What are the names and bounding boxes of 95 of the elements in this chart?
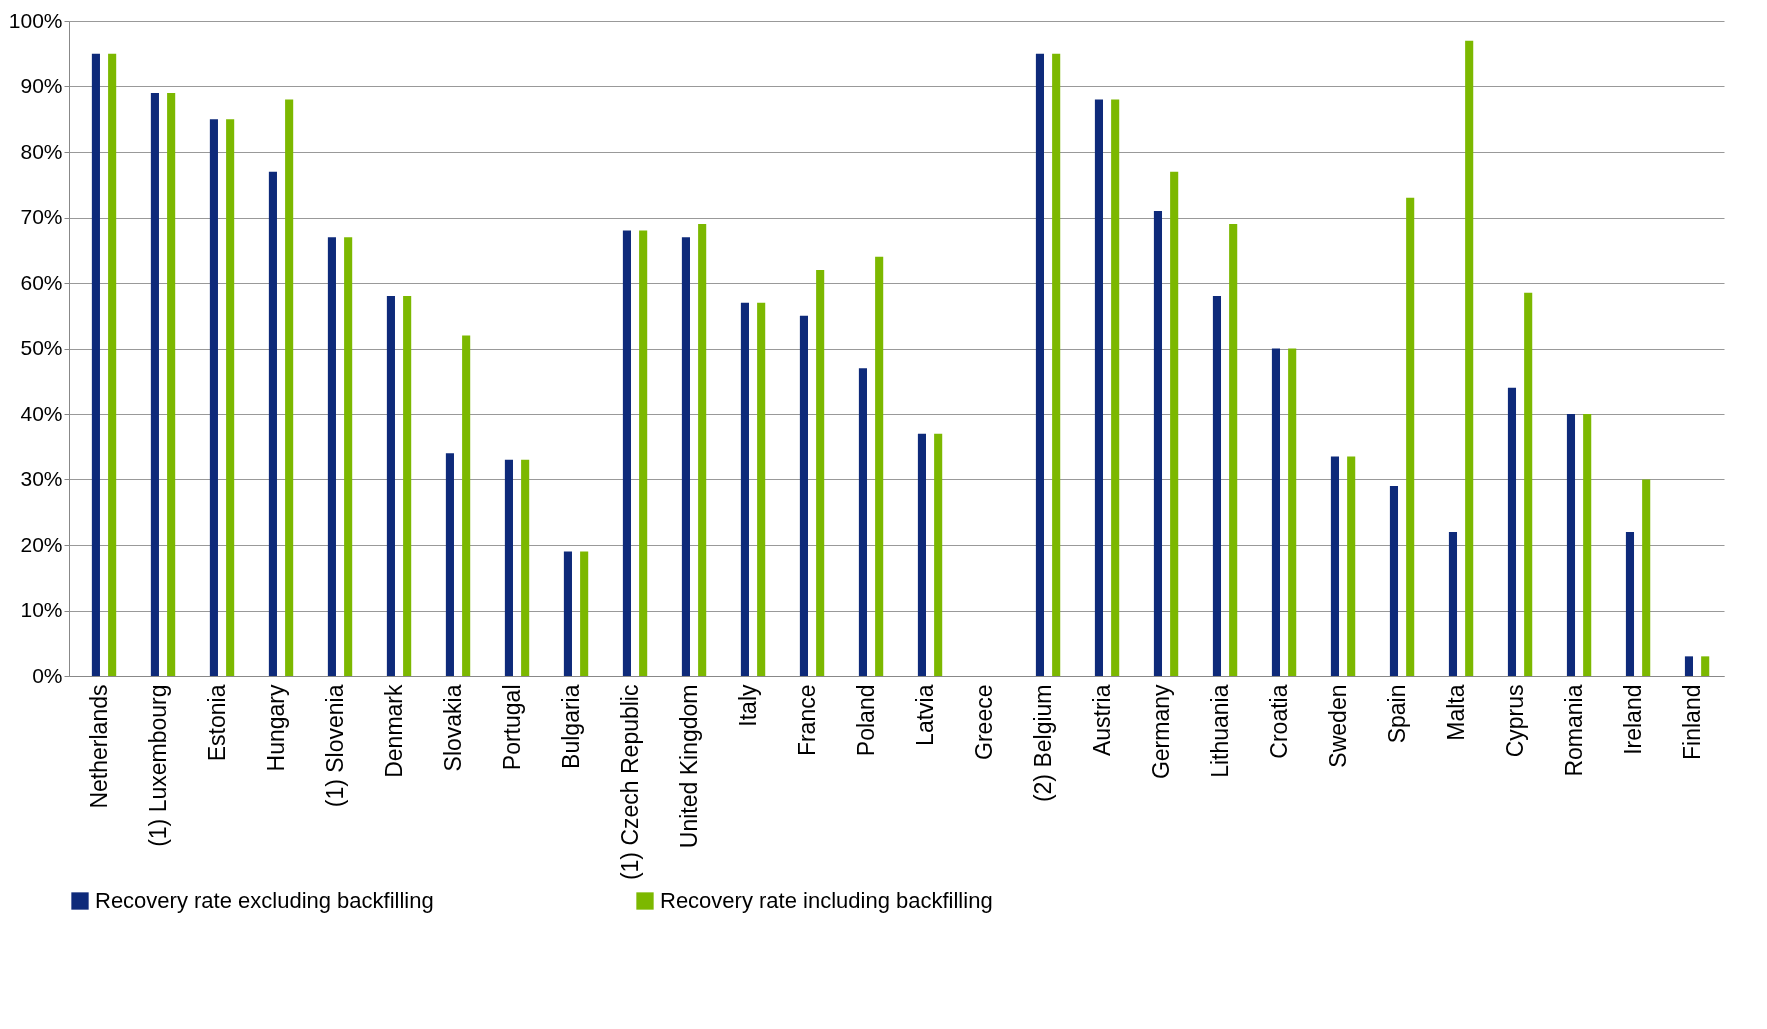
- bar: [580, 551, 589, 676]
- bar: [858, 368, 867, 676]
- legend-label: Recovery rate excluding backfilling: [95, 888, 434, 913]
- y-tick-label: 90%: [20, 74, 63, 97]
- x-tick-label: (1) Luxembourg: [144, 684, 171, 847]
- x-tick-label: Italy: [735, 684, 761, 727]
- x-tick-label: Malta: [1443, 684, 1470, 741]
- bar: [934, 433, 943, 676]
- bar: [209, 119, 218, 676]
- bar: [1271, 348, 1281, 676]
- bar: [1406, 197, 1415, 676]
- bar: [1212, 296, 1222, 676]
- bar: [1111, 99, 1120, 676]
- bar: [1052, 53, 1061, 676]
- bar: [1288, 348, 1297, 676]
- x-tick-label: Sweden: [1325, 684, 1352, 768]
- bar: [875, 256, 884, 676]
- bar: [1465, 40, 1474, 676]
- x-tick-label: Latvia: [912, 684, 938, 746]
- y-tick-label: 30%: [20, 467, 63, 490]
- x-tick-label: Cyprus: [1502, 684, 1529, 758]
- bar: [1094, 99, 1104, 676]
- bar: [91, 53, 100, 676]
- bar: [285, 99, 294, 676]
- bar: [1330, 456, 1340, 676]
- y-tick-label: 0%: [32, 663, 63, 687]
- x-tick-label: (1) Czech Republic: [616, 684, 643, 881]
- y-tick-label: 80%: [20, 139, 63, 163]
- x-tick-label: Germany: [1148, 684, 1175, 780]
- x-tick-label: Lithuania: [1207, 684, 1234, 778]
- y-tick-label: 100%: [8, 8, 63, 32]
- bar: [1524, 292, 1533, 676]
- x-tick-label: Greece: [971, 684, 997, 760]
- x-tick-label: France: [794, 684, 820, 757]
- x-tick-label: Ireland: [1620, 684, 1647, 755]
- x-tick-label: Croatia: [1266, 684, 1293, 759]
- bar: [150, 93, 159, 676]
- bar: [1347, 456, 1356, 676]
- bar: [1153, 210, 1163, 676]
- bar: [563, 551, 572, 676]
- bar: [344, 237, 353, 676]
- x-tick-label: Austria: [1089, 684, 1116, 757]
- bar: [740, 302, 749, 676]
- legend-label: Recovery rate including backfilling: [660, 888, 993, 913]
- x-tick-label: Portugal: [498, 684, 525, 771]
- y-tick-label: 60%: [20, 270, 63, 294]
- bar: [1389, 486, 1399, 676]
- x-tick-label: Hungary: [262, 684, 289, 772]
- bar: [799, 315, 808, 676]
- x-tick-label: Spain: [1384, 684, 1411, 744]
- x-tick-label: Netherlands: [85, 684, 112, 809]
- bar: [445, 453, 454, 676]
- bar: [504, 459, 513, 676]
- y-tick-label: 20%: [20, 532, 63, 556]
- bar: [1583, 414, 1592, 676]
- bar: [1642, 479, 1651, 676]
- bar: [403, 296, 412, 676]
- bar: [816, 269, 825, 676]
- bar: [108, 53, 117, 676]
- y-tick-label: 70%: [20, 205, 63, 228]
- bar: [462, 335, 471, 676]
- x-tick-label: Estonia: [203, 684, 230, 762]
- y-tick-label: 10%: [20, 598, 63, 621]
- bar: [167, 93, 176, 676]
- bar: [1701, 656, 1710, 676]
- bar: [698, 224, 707, 676]
- x-tick-label: Romania: [1561, 684, 1588, 777]
- x-tick-label: Poland: [853, 684, 879, 757]
- bar: [1448, 531, 1458, 676]
- bar: [917, 433, 926, 676]
- x-tick-label: Bulgaria: [557, 684, 584, 769]
- bar: [1170, 171, 1179, 676]
- x-tick-label: (2) Belgium: [1030, 684, 1056, 803]
- bar: [327, 237, 336, 676]
- bar: [226, 119, 235, 676]
- bar: [386, 296, 395, 676]
- x-tick-label: Finland: [1679, 684, 1706, 760]
- bar: [1507, 387, 1517, 676]
- bar: [521, 459, 530, 676]
- y-tick-label: 40%: [20, 401, 63, 425]
- x-tick-label: Denmark: [380, 684, 407, 778]
- bar: [1566, 414, 1576, 676]
- x-tick-label: United Kingdom: [675, 684, 702, 849]
- bar: [681, 237, 690, 676]
- bar: [1684, 656, 1694, 676]
- bar: [1035, 53, 1044, 676]
- y-tick-label: 50%: [20, 336, 63, 359]
- bar: [639, 230, 648, 676]
- x-tick-label: (1) Slovenia: [321, 684, 348, 808]
- bar: [622, 230, 631, 676]
- bar: [1625, 531, 1635, 676]
- bar: [757, 302, 766, 676]
- bar: [1229, 224, 1238, 676]
- x-tick-label: Slovakia: [439, 684, 466, 772]
- bar: [268, 171, 277, 676]
